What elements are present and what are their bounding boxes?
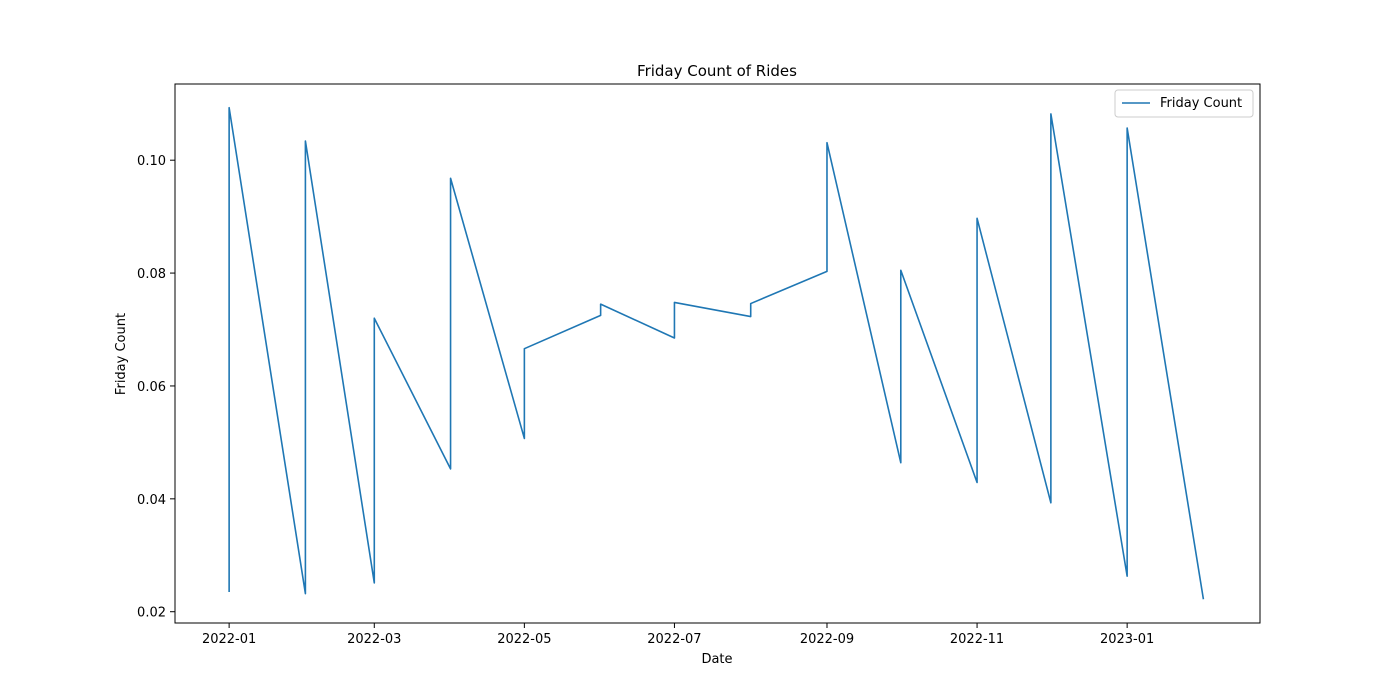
x-tick-label: 2022-01 — [202, 632, 256, 647]
legend-box — [1114, 89, 1254, 118]
y-tick-label: 0.06 — [137, 380, 166, 395]
y-tick-label: 0.04 — [137, 493, 166, 508]
y-axis-label: Friday Count — [114, 313, 129, 395]
series-line-friday-count — [228, 106, 1205, 600]
plot-frame — [174, 83, 1261, 624]
x-tick-label: 2023-01 — [1100, 632, 1154, 647]
x-tick-label: 2022-09 — [800, 632, 854, 647]
legend-entry-label: Friday Count — [1160, 96, 1242, 111]
chart-title: Friday Count of Rides — [637, 62, 797, 80]
y-tick-label: 0.08 — [137, 267, 166, 282]
x-axis: 2022-01 2022-03 2022-05 2022-07 2022-09 2022-… — [202, 623, 1154, 647]
x-tick-label: 2022-03 — [347, 632, 401, 647]
y-axis: 0.02 0.04 0.06 0.08 0.10 — [137, 154, 175, 621]
x-axis-label: Date — [701, 652, 732, 667]
y-tick-label: 0.02 — [137, 606, 166, 621]
x-tick-label: 2022-07 — [647, 632, 701, 647]
legend: Friday Count — [1114, 89, 1254, 118]
y-tick-label: 0.10 — [137, 154, 166, 169]
series-layer — [228, 106, 1205, 600]
x-tick-label: 2022-11 — [950, 632, 1004, 647]
x-tick-label: 2022-05 — [497, 632, 551, 647]
plot-area — [174, 83, 1261, 624]
